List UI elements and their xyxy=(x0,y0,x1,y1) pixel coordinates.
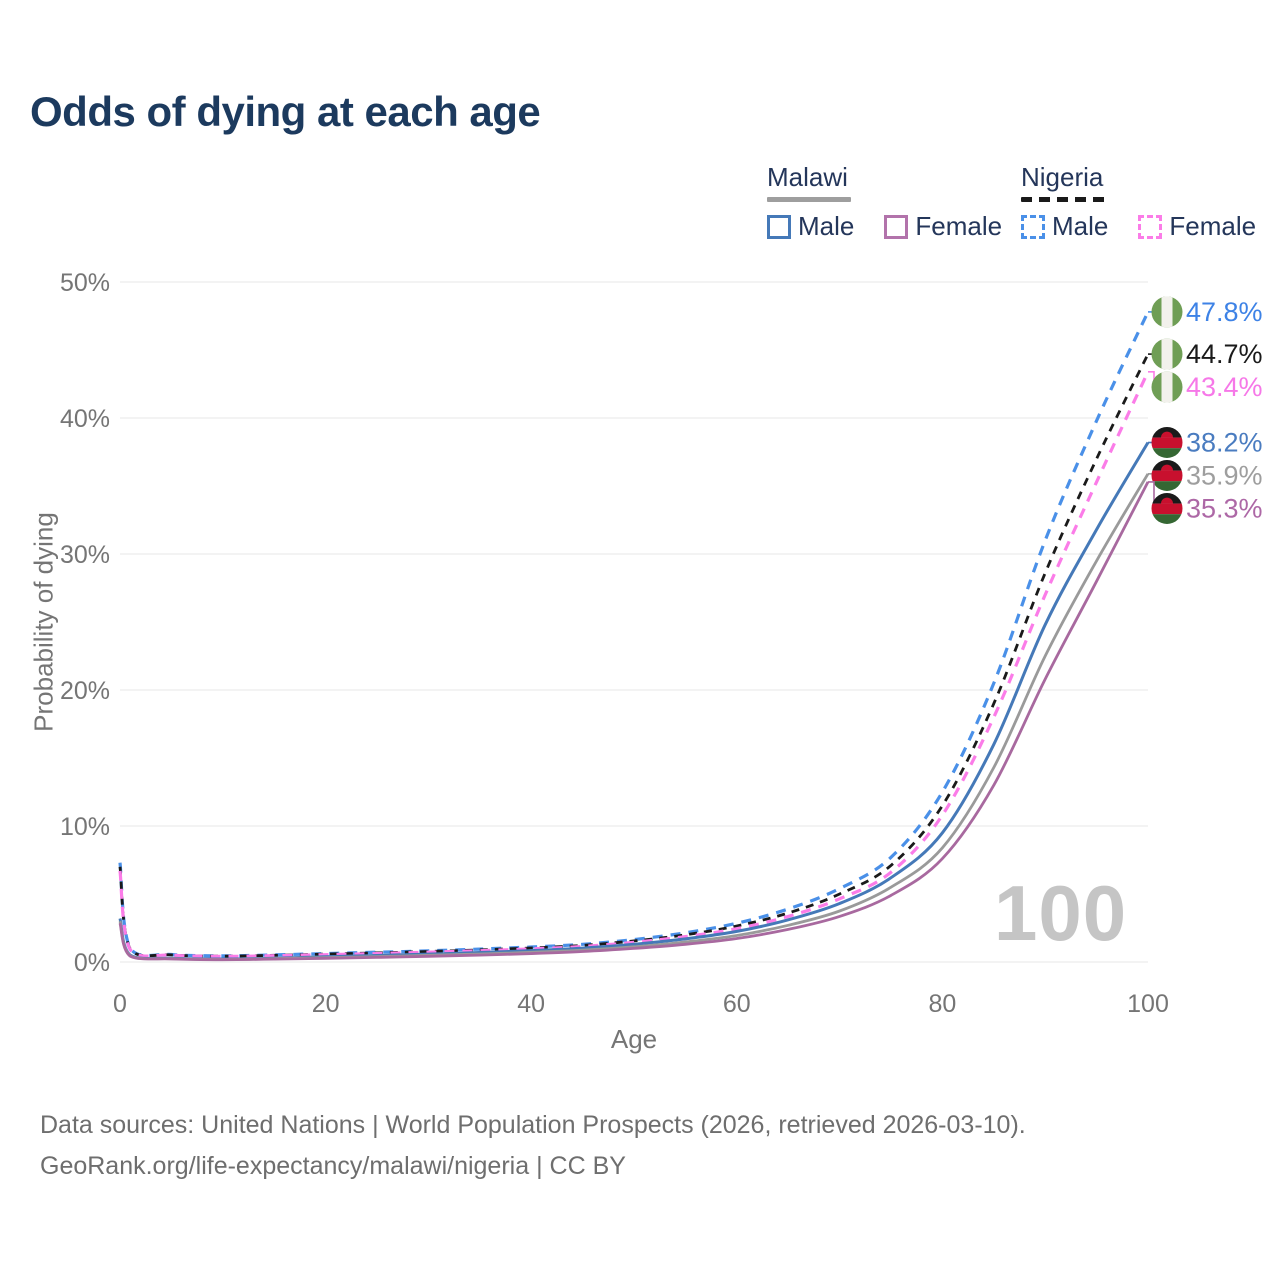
y-axis-title: Probability of dying xyxy=(28,512,59,732)
x-tick-label: 100 xyxy=(1127,990,1169,1018)
malawi-flag-icon xyxy=(1151,426,1183,458)
end-value-label-malawi-female[interactable]: 35.3% xyxy=(1186,493,1263,523)
x-tick-label: 20 xyxy=(312,990,340,1018)
rising-sun-icon xyxy=(1161,464,1173,471)
legend-country-malawi[interactable]: Malawi xyxy=(767,162,1002,202)
malawi-female-swatch-icon xyxy=(884,214,909,239)
malawi-male-swatch-icon xyxy=(767,214,791,239)
end-value-label-malawi-male[interactable]: 38.2% xyxy=(1186,427,1263,457)
malawi-line-style-sample xyxy=(767,197,851,202)
end-value-label-nigeria-female[interactable]: 43.4% xyxy=(1186,372,1263,402)
nigeria-flag-icon xyxy=(1151,296,1183,328)
legend-country-label: Malawi xyxy=(767,162,848,192)
end-value-label-nigeria[interactable]: 44.7% xyxy=(1186,339,1263,369)
data-source-note: Data sources: United Nations | World Pop… xyxy=(40,1105,1026,1187)
malawi-flag-icon xyxy=(1151,492,1183,524)
nigeria-female-swatch-icon xyxy=(1138,214,1163,239)
legend-country-nigeria[interactable]: Nigeria xyxy=(1021,162,1256,202)
y-tick-label: 20% xyxy=(60,677,110,705)
x-tick-label: 40 xyxy=(517,990,545,1018)
legend-item-nigeria-female[interactable]: Female xyxy=(1138,211,1256,242)
y-tick-label: 10% xyxy=(60,813,110,841)
y-tick-label: 40% xyxy=(60,405,110,433)
legend-item-nigeria-male[interactable]: Male xyxy=(1021,211,1108,242)
series-line-malawi-female[interactable] xyxy=(118,481,1150,962)
rising-sun-icon xyxy=(1161,431,1173,438)
legend-group-nigeria: Nigeria Male Female xyxy=(1021,162,1256,242)
x-tick-label: 80 xyxy=(928,990,956,1018)
nigeria-flag-icon xyxy=(1151,338,1183,370)
y-tick-label: 50% xyxy=(60,269,110,297)
series-line-nigeria-male[interactable] xyxy=(118,311,1150,958)
x-axis-title: Age xyxy=(610,1024,658,1054)
page-title: Odds of dying at each age xyxy=(30,88,541,135)
license-line: GeoRank.org/life-expectancy/malawi/niger… xyxy=(40,1152,626,1180)
x-tick-label: 60 xyxy=(723,990,751,1018)
nigeria-male-swatch-icon xyxy=(1021,214,1045,239)
legend-group-malawi: Malawi Male Female xyxy=(767,162,1002,242)
source-line: Data sources: United Nations | World Pop… xyxy=(40,1111,1026,1139)
malawi-flag-icon xyxy=(1151,459,1183,491)
legend-item-malawi-male[interactable]: Male xyxy=(767,211,854,242)
line-chart: 0% 10% 20% 30% 40% 50% 0 20 40 60 80 100 47.8% 44.7%4… xyxy=(60,269,1263,1018)
x-tick-label: 0 xyxy=(113,990,127,1018)
legend-item-malawi-female[interactable]: Female xyxy=(884,211,1002,242)
end-value-label-nigeria-male[interactable]: 47.8% xyxy=(1186,297,1263,327)
series-line-nigeria-female[interactable] xyxy=(118,371,1150,959)
legend-country-label: Nigeria xyxy=(1021,162,1104,192)
age-watermark: 100 xyxy=(994,869,1128,957)
nigeria-flag-icon xyxy=(1151,371,1183,403)
end-value-label-malawi[interactable]: 35.9% xyxy=(1186,460,1263,490)
rising-sun-icon xyxy=(1161,497,1173,504)
y-tick-label: 30% xyxy=(60,541,110,569)
y-tick-label: 0% xyxy=(74,949,110,977)
nigeria-line-style-sample xyxy=(1021,197,1107,202)
series-line-nigeria[interactable] xyxy=(118,353,1150,958)
